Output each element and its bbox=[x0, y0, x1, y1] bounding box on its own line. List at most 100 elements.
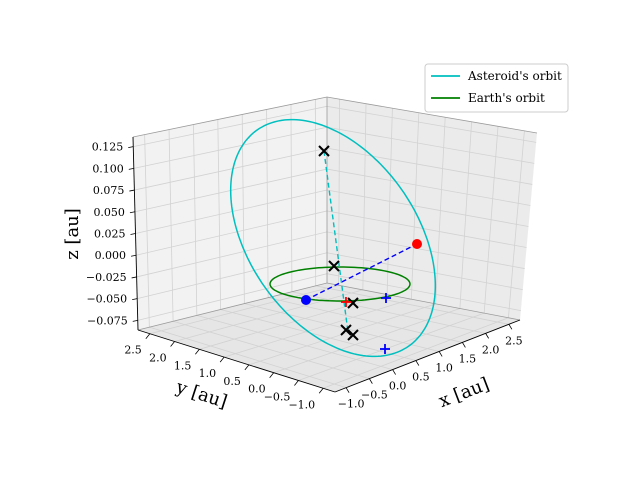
grid-lines bbox=[133, 99, 537, 389]
z-tick-mark bbox=[129, 189, 135, 192]
z-tick-mark bbox=[132, 298, 138, 301]
grid-line-y-wall bbox=[217, 119, 222, 310]
legend: Asteroid's orbit Earth's orbit bbox=[424, 63, 569, 113]
grid-line-y-floor bbox=[172, 320, 370, 380]
grid-line-y-floor bbox=[291, 291, 486, 334]
grid-line-x-floor bbox=[298, 312, 485, 381]
z-tick-label: 0.075 bbox=[93, 184, 125, 197]
grid-line-y-wall bbox=[290, 104, 293, 292]
x-marker-stroke bbox=[318, 145, 330, 157]
x-tick-mark bbox=[462, 342, 466, 348]
z-tick-label: 0.125 bbox=[92, 141, 124, 154]
grid-line-x-floor bbox=[199, 294, 388, 350]
grid-line-y-floor bbox=[315, 285, 509, 325]
grid-line-x-wall bbox=[410, 112, 420, 300]
grid-line-x-wall bbox=[338, 99, 341, 286]
x-tick-label: −1.0 bbox=[338, 398, 365, 411]
x-tick-label: 1.0 bbox=[435, 361, 453, 374]
grid-line-x-floor bbox=[174, 289, 363, 342]
black-x-marker bbox=[347, 329, 359, 341]
legend-box bbox=[424, 63, 569, 113]
z-axis-label: z [au] bbox=[62, 208, 83, 260]
back-pane-yz bbox=[327, 97, 537, 320]
y-tick-mark bbox=[269, 372, 274, 378]
grid-line-x-wall bbox=[386, 108, 393, 295]
y-tick-label: 0.5 bbox=[223, 375, 241, 388]
z-tick-mark bbox=[128, 167, 134, 170]
grid-line-y-wall bbox=[168, 129, 174, 322]
z-tick-mark bbox=[131, 276, 137, 279]
grid-line-y-floor bbox=[244, 303, 440, 352]
x-marker-stroke bbox=[347, 297, 359, 309]
grid-line-y-floor bbox=[268, 297, 463, 343]
blue-plus-marker bbox=[381, 293, 391, 303]
z-tick-mark bbox=[130, 233, 136, 235]
x-tick-mark bbox=[392, 369, 396, 375]
z-tick-label: −0.025 bbox=[86, 271, 127, 284]
grid-line-x-wall bbox=[435, 117, 446, 304]
grid-line-x-floor bbox=[223, 298, 412, 358]
y-tick-mark bbox=[294, 380, 299, 386]
x-tick-mark bbox=[369, 378, 373, 384]
x-marker-stroke bbox=[340, 324, 352, 336]
y-tick-mark bbox=[170, 341, 175, 347]
z-tick-label: 0.000 bbox=[95, 249, 127, 262]
y-tick-mark bbox=[244, 364, 250, 371]
grid-line-x-wall bbox=[508, 130, 525, 318]
grid-line-y-wall bbox=[193, 124, 198, 316]
y-tick-label: −1.0 bbox=[288, 398, 315, 411]
red-plus-marker bbox=[341, 297, 351, 307]
x-tick-mark bbox=[485, 333, 489, 339]
z-tick-label: 0.100 bbox=[92, 162, 124, 175]
z-tick-label: −0.050 bbox=[86, 293, 127, 306]
pane-edges bbox=[132, 96, 538, 331]
x-tick-mark bbox=[508, 324, 513, 330]
y-tick-mark bbox=[195, 349, 200, 355]
tick-labels: −0.075 −0.050 −0.025 0.000 0.025 0.050 0.075 0.… bbox=[86, 141, 523, 412]
z-tick-label: −0.075 bbox=[87, 314, 128, 327]
x-tick-label: 1.5 bbox=[459, 352, 477, 365]
legend-label-asteroid: Asteroid's orbit bbox=[467, 69, 562, 83]
blue-dot-marker bbox=[301, 295, 311, 305]
x-tick-label: 2.5 bbox=[505, 334, 523, 347]
x-tick-label: −0.5 bbox=[361, 389, 388, 402]
y-tick-label: 1.0 bbox=[199, 367, 217, 380]
x-marker-stroke bbox=[347, 329, 359, 341]
y-tick-mark bbox=[318, 388, 324, 394]
y-tick-mark bbox=[145, 333, 151, 339]
black-x-marker bbox=[347, 297, 359, 309]
red-dot-marker bbox=[412, 239, 422, 249]
markers-group bbox=[301, 145, 422, 354]
z-tick-mark bbox=[132, 319, 138, 322]
black-x-marker bbox=[340, 324, 352, 336]
grid-line-y-floor bbox=[149, 326, 347, 389]
x-tick-mark bbox=[438, 351, 443, 357]
back-pane-xz bbox=[133, 97, 327, 330]
z-tick-mark bbox=[130, 254, 137, 257]
y-axis-label: y [au] bbox=[173, 376, 230, 412]
grid-line-x-floor bbox=[323, 317, 509, 389]
asteroid-orbit-line bbox=[229, 118, 437, 358]
grid-line-y-floor bbox=[196, 314, 393, 370]
y-tick-label: −0.5 bbox=[264, 390, 291, 403]
y-tick-mark bbox=[219, 356, 225, 363]
z-tick-mark bbox=[128, 146, 134, 149]
x-tick-mark bbox=[345, 387, 350, 393]
grid-line-x-wall bbox=[362, 103, 367, 290]
tick-marks bbox=[128, 146, 513, 394]
grid-line-y-floor bbox=[220, 309, 416, 361]
y-tick-label: 1.5 bbox=[174, 359, 192, 372]
legend-label-earth: Earth's orbit bbox=[468, 91, 545, 105]
blue-plus-marker bbox=[380, 344, 390, 354]
x-tick-label: 0.0 bbox=[389, 380, 407, 393]
black-x-marker bbox=[328, 260, 340, 272]
y-tick-label: 2.0 bbox=[149, 352, 167, 365]
grid-line-x-wall bbox=[483, 126, 499, 314]
x-tick-label: 2.0 bbox=[482, 343, 500, 356]
z-tick-mark bbox=[129, 211, 136, 214]
grid-line-y-wall bbox=[144, 134, 150, 328]
earth-orbit-line bbox=[269, 266, 411, 302]
x-axis-label: x [au] bbox=[436, 374, 492, 412]
z-tick-label: 0.025 bbox=[94, 228, 126, 241]
grid-line-x-wall bbox=[459, 121, 472, 309]
